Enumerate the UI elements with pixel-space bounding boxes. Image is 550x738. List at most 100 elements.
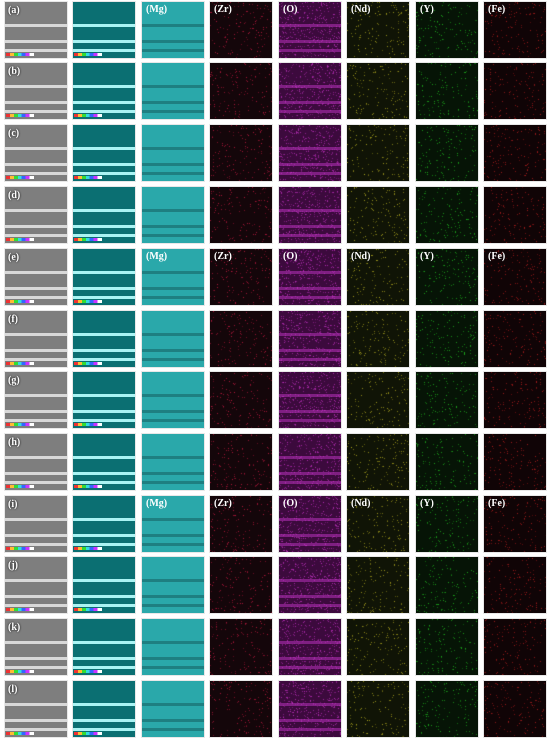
element-speckle bbox=[347, 496, 409, 552]
sem-image: (j) bbox=[4, 556, 68, 614]
o-map bbox=[278, 62, 342, 120]
mg-map bbox=[141, 556, 205, 614]
mg-map: (Mg) bbox=[141, 1, 205, 59]
element-speckle bbox=[484, 681, 546, 737]
o-map: (O) bbox=[278, 495, 342, 553]
texture-streak bbox=[142, 394, 204, 397]
element-speckle bbox=[347, 619, 409, 675]
texture-streak bbox=[73, 271, 135, 274]
texture-streak bbox=[142, 24, 204, 27]
o-map bbox=[278, 310, 342, 368]
panel-label: (k) bbox=[8, 622, 21, 633]
element-speckle bbox=[484, 496, 546, 552]
element-speckle bbox=[279, 63, 341, 119]
texture-streak bbox=[5, 579, 67, 582]
mg-map bbox=[141, 680, 205, 738]
nd-map bbox=[346, 62, 410, 120]
texture-streak bbox=[142, 666, 204, 669]
texture-streak bbox=[5, 234, 67, 237]
element-label: (O) bbox=[283, 251, 298, 262]
scale-bar bbox=[6, 238, 34, 241]
texture-streak bbox=[5, 147, 67, 150]
texture-streak bbox=[142, 225, 204, 228]
panel-row: (l) bbox=[4, 680, 548, 738]
mg-map bbox=[141, 124, 205, 182]
element-speckle bbox=[210, 434, 272, 490]
nd-map bbox=[346, 556, 410, 614]
scale-bar bbox=[6, 732, 34, 735]
mg-map bbox=[141, 310, 205, 368]
texture-streak bbox=[142, 518, 204, 521]
nd-map: (Nd) bbox=[346, 1, 410, 59]
nd-map bbox=[346, 680, 410, 738]
element-speckle bbox=[210, 125, 272, 181]
panel-label: (a) bbox=[8, 5, 20, 16]
element-speckle bbox=[279, 557, 341, 613]
fe-map bbox=[483, 186, 547, 244]
zr-map bbox=[209, 124, 273, 182]
o-map: (O) bbox=[278, 1, 342, 59]
o-map: (O) bbox=[278, 248, 342, 306]
element-label: (O) bbox=[283, 4, 298, 15]
texture-streak bbox=[142, 703, 204, 706]
texture-streak bbox=[142, 641, 204, 644]
sem-image: (k) bbox=[4, 618, 68, 676]
element-speckle bbox=[347, 372, 409, 428]
texture-streak bbox=[5, 719, 67, 722]
zr-map: (Zr) bbox=[209, 495, 273, 553]
scale-bar bbox=[74, 238, 102, 241]
texture-streak bbox=[73, 163, 135, 166]
texture-streak bbox=[142, 543, 204, 546]
texture-streak bbox=[5, 101, 67, 104]
element-label: (Mg) bbox=[146, 4, 168, 15]
sem-overlay-map bbox=[72, 556, 136, 614]
scale-bar bbox=[74, 53, 102, 56]
zr-map bbox=[209, 618, 273, 676]
element-speckle bbox=[210, 372, 272, 428]
texture-streak bbox=[142, 271, 204, 274]
element-speckle bbox=[484, 434, 546, 490]
element-label: (Mg) bbox=[146, 498, 168, 509]
texture-streak bbox=[142, 49, 204, 52]
element-speckle bbox=[416, 681, 478, 737]
element-speckle bbox=[279, 434, 341, 490]
texture-streak bbox=[73, 703, 135, 706]
fe-map bbox=[483, 680, 547, 738]
y-map bbox=[415, 186, 479, 244]
panel-label: (d) bbox=[8, 190, 21, 201]
zr-map: (Zr) bbox=[209, 248, 273, 306]
panel-label: (b) bbox=[8, 66, 21, 77]
o-map bbox=[278, 618, 342, 676]
element-speckle bbox=[279, 125, 341, 181]
zr-map bbox=[209, 433, 273, 491]
texture-streak bbox=[5, 49, 67, 52]
texture-streak bbox=[142, 172, 204, 175]
texture-streak bbox=[142, 287, 204, 290]
element-speckle bbox=[279, 496, 341, 552]
scale-bar bbox=[6, 670, 34, 673]
texture-streak bbox=[142, 358, 204, 361]
element-speckle bbox=[416, 372, 478, 428]
texture-streak bbox=[73, 481, 135, 484]
element-speckle bbox=[210, 187, 272, 243]
nd-map bbox=[346, 371, 410, 429]
texture-streak bbox=[5, 209, 67, 212]
sem-image: (c) bbox=[4, 124, 68, 182]
texture-streak bbox=[73, 172, 135, 175]
sem-overlay-map bbox=[72, 186, 136, 244]
panel-label: (c) bbox=[8, 128, 20, 139]
zr-map bbox=[209, 310, 273, 368]
element-label: (Nd) bbox=[351, 498, 371, 509]
texture-streak bbox=[142, 209, 204, 212]
texture-streak bbox=[5, 296, 67, 299]
texture-streak bbox=[73, 472, 135, 475]
element-speckle bbox=[279, 2, 341, 58]
texture-streak bbox=[73, 349, 135, 352]
scale-bar bbox=[6, 362, 34, 365]
edx-figure-grid: (a) (Mg) (Zr) (O) (Nd) (Y) (Fe) (b) (c) (d) (e) (Mg… bbox=[4, 0, 548, 738]
texture-streak bbox=[73, 543, 135, 546]
texture-streak bbox=[142, 456, 204, 459]
texture-streak bbox=[142, 85, 204, 88]
sem-overlay-map bbox=[72, 124, 136, 182]
scale-bar bbox=[74, 670, 102, 673]
